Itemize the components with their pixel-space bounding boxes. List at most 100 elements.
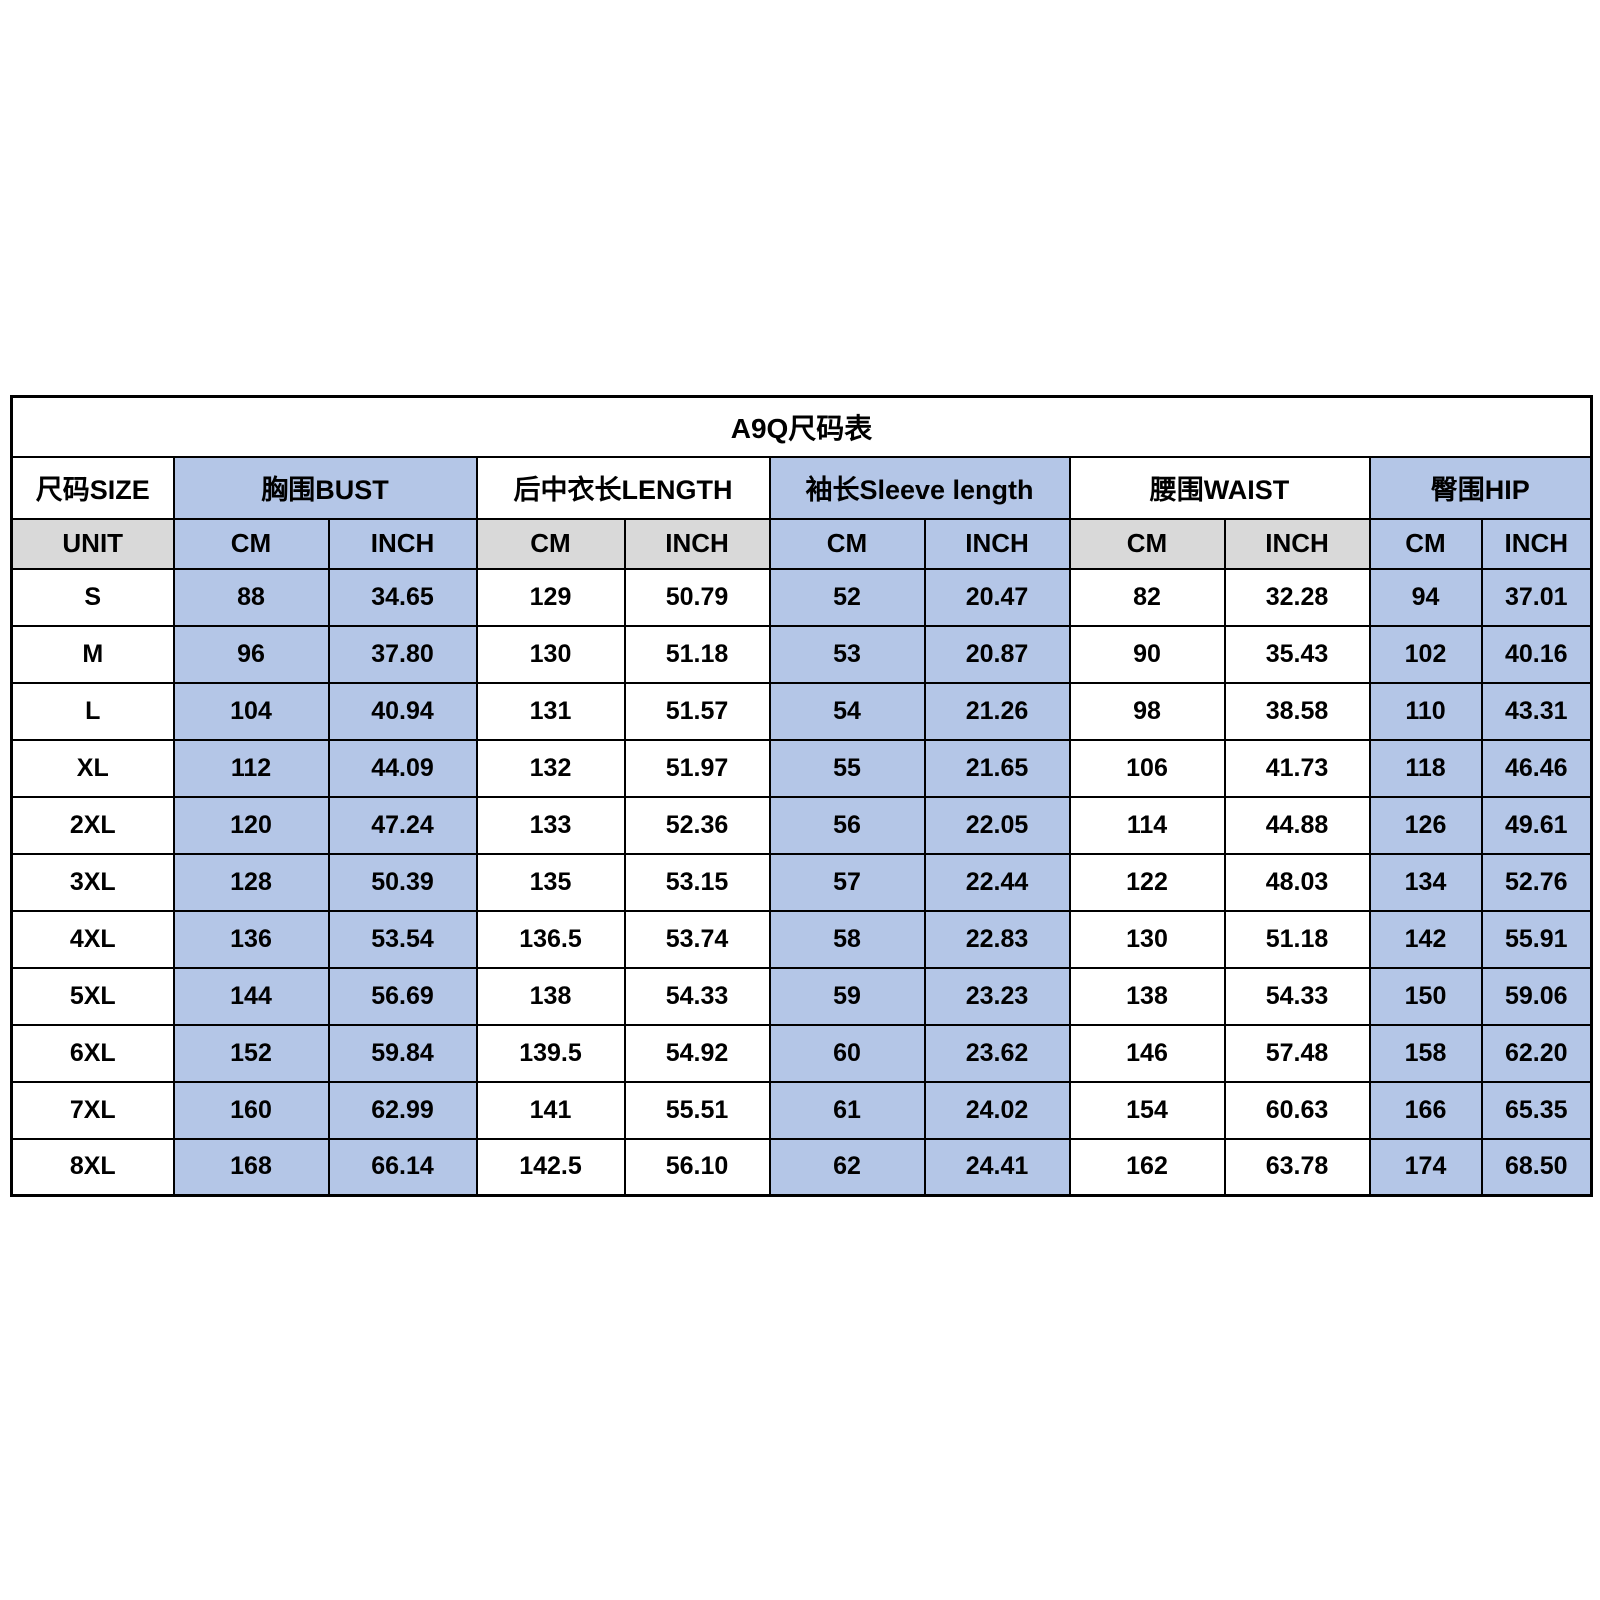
value-cell: 40.94 xyxy=(327,681,478,741)
value-cell: 154 xyxy=(1068,1080,1226,1140)
value-cell: 150 xyxy=(1368,966,1483,1026)
size-cell: 4XL xyxy=(10,909,175,969)
value-cell: 114 xyxy=(1068,795,1226,855)
value-cell: 68.50 xyxy=(1480,1137,1593,1197)
value-cell: 59.06 xyxy=(1480,966,1593,1026)
value-cell: 21.65 xyxy=(923,738,1071,798)
value-cell: 63.78 xyxy=(1223,1137,1371,1197)
value-cell: 174 xyxy=(1368,1137,1483,1197)
value-cell: 49.61 xyxy=(1480,795,1593,855)
value-cell: 48.03 xyxy=(1223,852,1371,912)
size-cell: 2XL xyxy=(10,795,175,855)
value-cell: 162 xyxy=(1068,1137,1226,1197)
value-cell: 60.63 xyxy=(1223,1080,1371,1140)
unit-length-inch: INCH xyxy=(623,517,771,570)
value-cell: 53.74 xyxy=(623,909,771,969)
value-cell: 52.36 xyxy=(623,795,771,855)
value-cell: 104 xyxy=(172,681,330,741)
table-row: 7XL 160 62.99 141 55.51 61 24.02 154 60.63 166 65.… xyxy=(10,1080,1593,1140)
col-header-sleeve-length: 袖长Sleeve length xyxy=(768,455,1071,520)
table-row: 4XL 136 53.54 136.5 53.74 58 22.83 130 51.18 142 5… xyxy=(10,909,1593,969)
value-cell: 37.80 xyxy=(327,624,478,684)
value-cell: 110 xyxy=(1368,681,1483,741)
value-cell: 120 xyxy=(172,795,330,855)
size-cell: 6XL xyxy=(10,1023,175,1083)
value-cell: 112 xyxy=(172,738,330,798)
value-cell: 98 xyxy=(1068,681,1226,741)
value-cell: 90 xyxy=(1068,624,1226,684)
value-cell: 142.5 xyxy=(475,1137,626,1197)
value-cell: 146 xyxy=(1068,1023,1226,1083)
value-cell: 138 xyxy=(475,966,626,1026)
col-header-length: 后中衣长LENGTH xyxy=(475,455,771,520)
size-cell: L xyxy=(10,681,175,741)
size-cell: 3XL xyxy=(10,852,175,912)
value-cell: 118 xyxy=(1368,738,1483,798)
size-cell: S xyxy=(10,567,175,627)
value-cell: 141 xyxy=(475,1080,626,1140)
unit-sleeve-inch: INCH xyxy=(923,517,1071,570)
value-cell: 56.69 xyxy=(327,966,478,1026)
value-cell: 32.28 xyxy=(1223,567,1371,627)
value-cell: 53.15 xyxy=(623,852,771,912)
value-cell: 51.57 xyxy=(623,681,771,741)
value-cell: 106 xyxy=(1068,738,1226,798)
value-cell: 54 xyxy=(768,681,926,741)
unit-hip-cm: CM xyxy=(1368,517,1483,570)
value-cell: 52.76 xyxy=(1480,852,1593,912)
unit-bust-inch: INCH xyxy=(327,517,478,570)
value-cell: 166 xyxy=(1368,1080,1483,1140)
value-cell: 152 xyxy=(172,1023,330,1083)
value-cell: 130 xyxy=(1068,909,1226,969)
value-cell: 23.23 xyxy=(923,966,1071,1026)
value-cell: 59 xyxy=(768,966,926,1026)
value-cell: 131 xyxy=(475,681,626,741)
size-cell: 8XL xyxy=(10,1137,175,1197)
value-cell: 53.54 xyxy=(327,909,478,969)
size-cell: 7XL xyxy=(10,1080,175,1140)
value-cell: 52 xyxy=(768,567,926,627)
value-cell: 62.20 xyxy=(1480,1023,1593,1083)
table-row: 5XL 144 56.69 138 54.33 59 23.23 138 54.33 150 59.… xyxy=(10,966,1593,1026)
unit-header-row: UNIT CM INCH CM INCH CM INCH CM INCH CM … xyxy=(10,517,1593,570)
table-row: L 104 40.94 131 51.57 54 21.26 98 38.58 110 43.31 xyxy=(10,681,1593,741)
value-cell: 136.5 xyxy=(475,909,626,969)
value-cell: 62 xyxy=(768,1137,926,1197)
value-cell: 102 xyxy=(1368,624,1483,684)
value-cell: 139.5 xyxy=(475,1023,626,1083)
table-row: 8XL 168 66.14 142.5 56.10 62 24.41 162 63.78 174 6… xyxy=(10,1137,1593,1197)
table-row: M 96 37.80 130 51.18 53 20.87 90 35.43 102 40.16 xyxy=(10,624,1593,684)
value-cell: 55.51 xyxy=(623,1080,771,1140)
value-cell: 132 xyxy=(475,738,626,798)
value-cell: 57.48 xyxy=(1223,1023,1371,1083)
value-cell: 94 xyxy=(1368,567,1483,627)
table-row: 2XL 120 47.24 133 52.36 56 22.05 114 44.88 126 49.… xyxy=(10,795,1593,855)
value-cell: 54.33 xyxy=(1223,966,1371,1026)
size-chart-table: A9Q尺码表 尺码SIZE 胸围BUST 后中衣长LENGTH 袖长Sleeve… xyxy=(10,395,1594,1197)
size-cell: M xyxy=(10,624,175,684)
value-cell: 133 xyxy=(475,795,626,855)
value-cell: 66.14 xyxy=(327,1137,478,1197)
value-cell: 22.44 xyxy=(923,852,1071,912)
table-row: S 88 34.65 129 50.79 52 20.47 82 32.28 94 37.01 xyxy=(10,567,1593,627)
value-cell: 61 xyxy=(768,1080,926,1140)
size-chart-body: S 88 34.65 129 50.79 52 20.47 82 32.28 94 37.01 M 96… xyxy=(10,567,1593,1197)
value-cell: 59.84 xyxy=(327,1023,478,1083)
value-cell: 43.31 xyxy=(1480,681,1593,741)
value-cell: 21.26 xyxy=(923,681,1071,741)
col-header-size: 尺码SIZE xyxy=(10,455,175,520)
value-cell: 128 xyxy=(172,852,330,912)
value-cell: 46.46 xyxy=(1480,738,1593,798)
value-cell: 168 xyxy=(172,1137,330,1197)
value-cell: 57 xyxy=(768,852,926,912)
value-cell: 126 xyxy=(1368,795,1483,855)
value-cell: 20.47 xyxy=(923,567,1071,627)
unit-waist-inch: INCH xyxy=(1223,517,1371,570)
value-cell: 65.35 xyxy=(1480,1080,1593,1140)
value-cell: 56 xyxy=(768,795,926,855)
value-cell: 129 xyxy=(475,567,626,627)
value-cell: 34.65 xyxy=(327,567,478,627)
value-cell: 37.01 xyxy=(1480,567,1593,627)
unit-hip-inch: INCH xyxy=(1480,517,1593,570)
value-cell: 82 xyxy=(1068,567,1226,627)
